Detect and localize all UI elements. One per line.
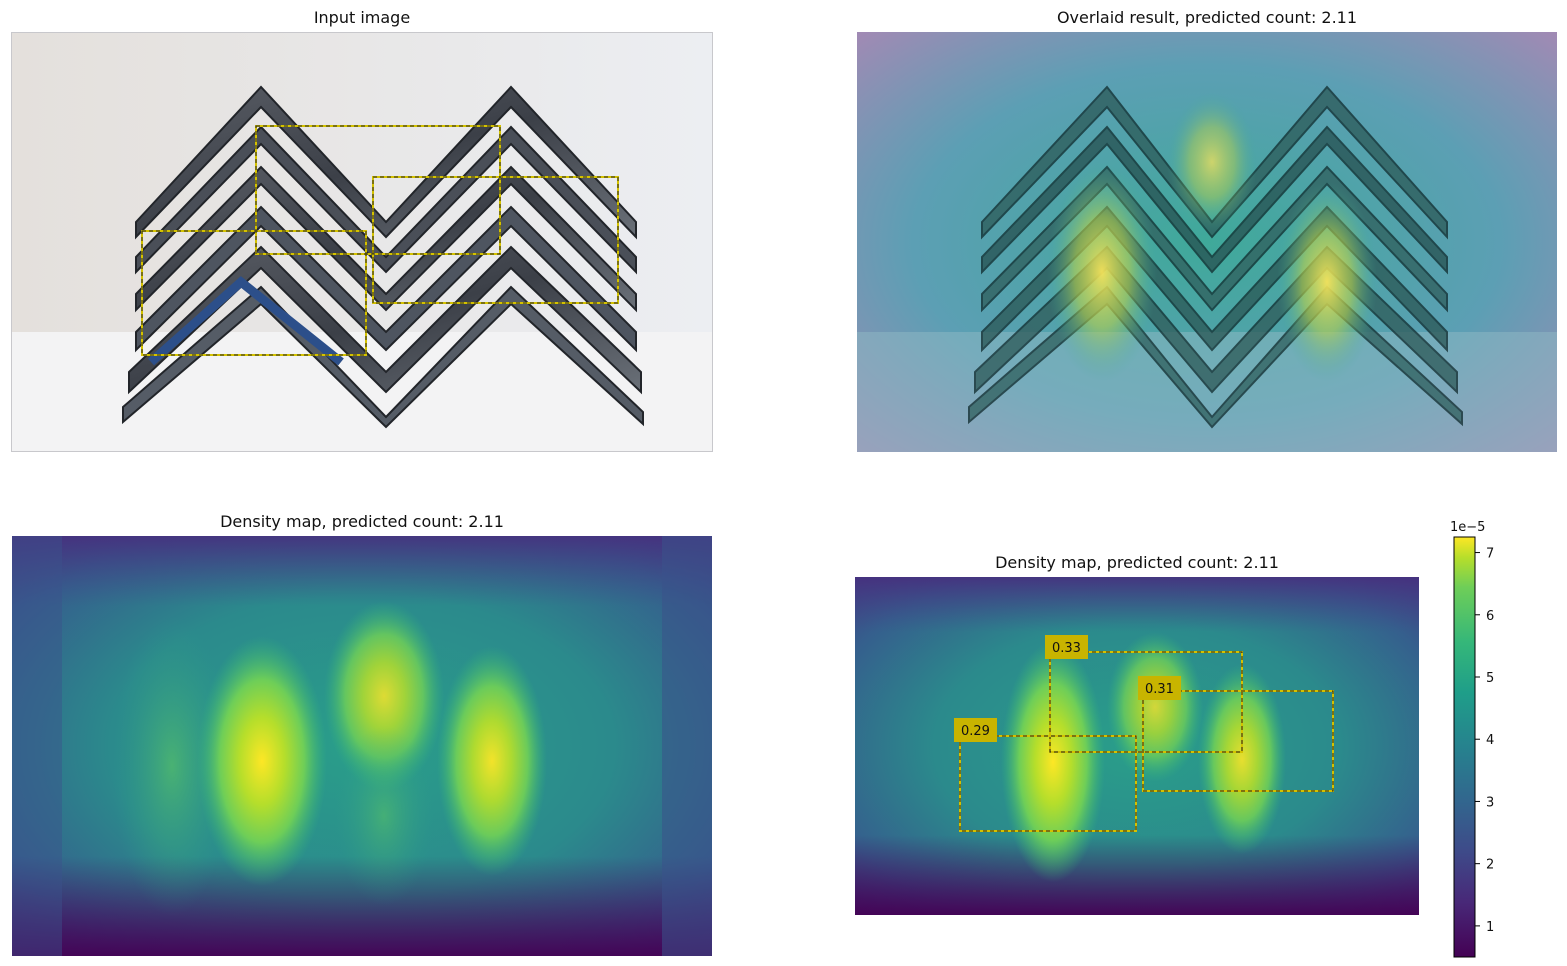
colorbar-tick-label: 4 <box>1486 733 1494 748</box>
overlay-title: Overlaid result, predicted count: 2.11 <box>1056 8 1358 27</box>
input-image <box>11 32 713 452</box>
density-map-boxes-title: Density map, predicted count: 2.11 <box>995 553 1279 572</box>
overlay-image <box>857 32 1557 452</box>
density-map-boxes: 0.33 0.31 0.29 <box>855 577 1419 915</box>
colorbar: 1e−5 1 2 3 4 5 6 7 <box>1450 515 1567 966</box>
colorbar-gradient <box>1453 536 1476 958</box>
density-map <box>12 536 712 956</box>
colorbar-tick-label: 2 <box>1486 858 1494 873</box>
exemplar-value-label: 0.31 <box>1145 682 1174 697</box>
colorbar-tick-label: 1 <box>1486 920 1494 935</box>
exemplar-value-label: 0.29 <box>961 724 990 739</box>
density-map-title: Density map, predicted count: 2.11 <box>220 512 504 531</box>
input-image-title: Input image <box>313 8 411 27</box>
exemplar-label-bg <box>954 718 997 742</box>
colorbar-tick-label: 3 <box>1486 795 1494 810</box>
density-map-panel <box>12 536 712 956</box>
exemplar-boxes-layer: 0.33 0.31 0.29 <box>954 635 1334 832</box>
colorbar-tick-label: 7 <box>1486 547 1494 562</box>
exemplar-value-label: 0.33 <box>1052 641 1081 656</box>
overlay-panel <box>857 32 1557 452</box>
colorbar-exponent: 1e−5 <box>1450 520 1485 535</box>
exemplar-label-bg <box>1045 635 1088 659</box>
colorbar-tick-label: 5 <box>1486 671 1494 686</box>
exemplar-label-bg <box>1138 676 1181 700</box>
input-image-panel <box>11 32 713 452</box>
colorbar-tick-label: 6 <box>1486 609 1494 624</box>
density-map-boxes-panel: 0.33 0.31 0.29 <box>855 577 1419 915</box>
steel-angle-stack <box>122 85 644 429</box>
